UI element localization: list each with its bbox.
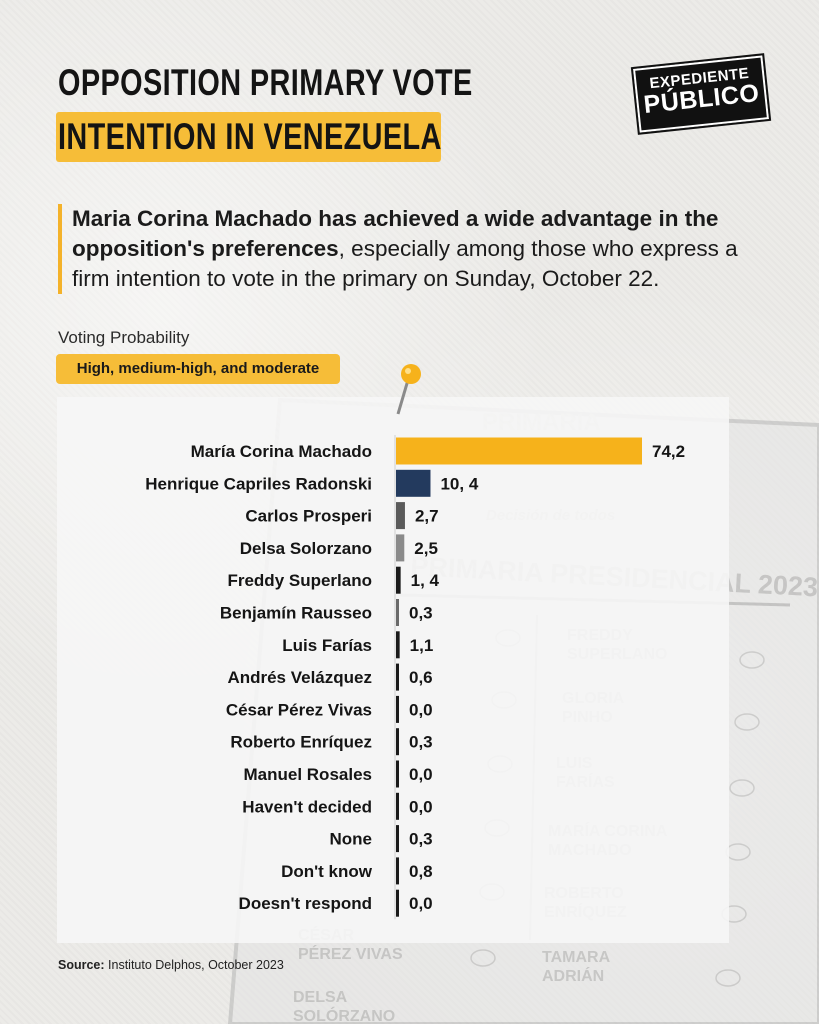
category-label: Haven't decided (242, 797, 372, 816)
category-label: Henrique Capriles Radonski (145, 474, 372, 493)
bar (396, 857, 399, 885)
value-label: 0,0 (409, 894, 433, 913)
value-label: 0,3 (409, 830, 433, 849)
category-label: Freddy Superlano (227, 571, 372, 590)
bar (396, 599, 399, 626)
bar (396, 760, 399, 788)
bar (396, 825, 399, 853)
category-label: None (330, 830, 373, 849)
source-note: Source: Instituto Delphos, October 2023 (58, 958, 284, 972)
bar (396, 695, 399, 723)
category-label: María Corina Machado (191, 442, 372, 461)
chart-panel (57, 397, 729, 943)
title-line-1: OPPOSITION PRIMARY VOTE (58, 62, 473, 103)
value-label: 0,6 (409, 668, 433, 687)
lead-bold: Maria Corina Machado has achieved a wide… (72, 206, 719, 261)
bar (396, 792, 399, 820)
value-label: 0,3 (409, 604, 433, 623)
category-label: César Pérez Vivas (226, 700, 372, 719)
value-label: 1,1 (410, 636, 434, 655)
bar (396, 663, 399, 691)
value-label: 74,2 (652, 442, 685, 461)
value-label: 1, 4 (411, 571, 440, 590)
voting-probability-label: Voting Probability (58, 328, 190, 347)
push-pin-icon (396, 364, 421, 415)
title-line-2: INTENTION IN VENEZUELA (58, 116, 442, 157)
value-label: 2,5 (414, 539, 438, 558)
value-label: 0,8 (409, 862, 433, 881)
bar (396, 631, 400, 659)
lead-paragraph: Maria Corina Machado has achieved a wide… (58, 204, 772, 294)
category-label: Carlos Prosperi (245, 507, 372, 526)
bar (396, 566, 401, 594)
bar (396, 469, 431, 497)
category-label: Delsa Solorzano (240, 539, 372, 558)
value-label: 0,0 (409, 797, 433, 816)
category-label: Andrés Velázquez (227, 668, 372, 687)
category-label: Don't know (281, 862, 373, 881)
lead-rest: , especially among those who express a f… (72, 236, 738, 291)
category-label: Manuel Rosales (244, 765, 373, 784)
bar (396, 502, 405, 530)
value-label: 10, 4 (440, 474, 478, 493)
bar (396, 889, 399, 917)
value-label: 0,0 (409, 765, 433, 784)
voting-probability-filter: High, medium-high, and moderate (56, 354, 340, 384)
bar (396, 728, 399, 756)
value-label: 2,7 (415, 507, 439, 526)
source-text: Instituto Delphos, October 2023 (104, 958, 284, 972)
value-label: 0,3 (409, 733, 433, 752)
source-label: Source: (58, 958, 105, 972)
category-label: Roberto Enríquez (230, 733, 372, 752)
title-highlight (56, 112, 441, 162)
category-label: Benjamín Rausseo (220, 604, 372, 623)
bar (396, 437, 642, 465)
category-label: Luis Farías (282, 636, 372, 655)
value-label: 0,0 (409, 700, 433, 719)
category-label: Doesn't respond (239, 894, 372, 913)
bar (396, 534, 405, 562)
